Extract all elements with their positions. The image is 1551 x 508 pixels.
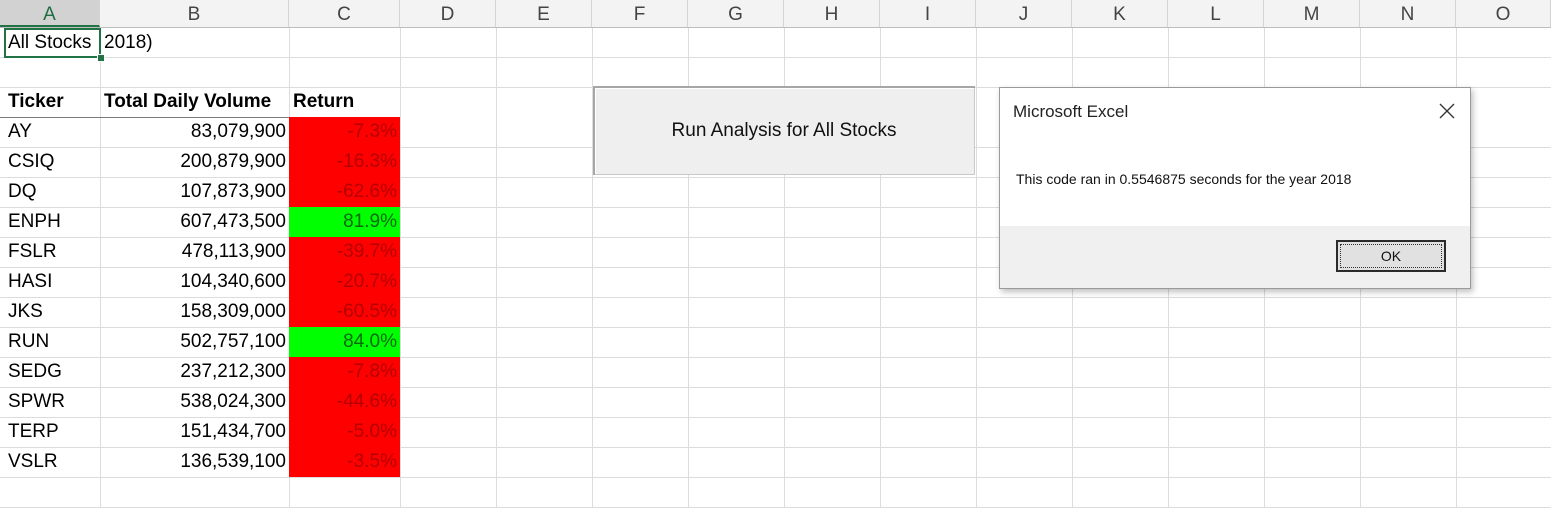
gridline-horizontal [0,57,1551,58]
column-header-e[interactable]: E [496,0,592,27]
title-cell[interactable]: All Stocks [4,28,91,58]
return-cell[interactable]: -39.7% [289,237,400,267]
gridline-horizontal [0,207,1551,208]
ticker-cell[interactable]: SPWR [8,391,65,412]
message-dialog: Microsoft Excel This code ran in 0.55468… [999,87,1471,289]
return-cell[interactable]: -7.3% [289,117,400,147]
gridline-horizontal [0,177,1551,178]
volume-cell[interactable]: 151,434,700 [180,421,286,442]
ticker-cell[interactable]: CSIQ [8,151,55,172]
column-header-f[interactable]: F [592,0,688,27]
gridline-horizontal [0,387,1551,388]
column-header-j[interactable]: J [976,0,1072,27]
gridline-vertical [784,28,785,508]
close-icon[interactable] [1432,96,1462,126]
return-cell[interactable]: -5.0% [289,417,400,447]
ticker-cell[interactable]: AY [8,121,32,142]
ticker-cell[interactable]: TERP [8,421,59,442]
gridline-vertical [400,28,401,508]
header-volume[interactable]: Total Daily Volume [104,91,272,112]
volume-cell[interactable]: 502,757,100 [180,331,286,352]
gridline-vertical [496,28,497,508]
volume-cell[interactable]: 83,079,900 [190,121,286,142]
volume-cell[interactable]: 200,879,900 [180,151,286,172]
volume-cell[interactable]: 158,309,000 [180,301,286,322]
gridline-horizontal [0,267,1551,268]
ok-focus-ring [1340,244,1442,268]
return-cell[interactable]: 84.0% [289,327,400,357]
gridline-vertical [592,28,593,508]
return-cell[interactable]: -60.5% [289,297,400,327]
title-overflow-value: 2018) [104,32,153,53]
return-cell[interactable]: -3.5% [289,447,400,477]
title-cell-text: All Stocks [8,32,92,53]
ticker-cell[interactable]: SEDG [8,361,62,382]
gridline-horizontal [0,117,400,118]
ticker-cell[interactable]: ENPH [8,211,61,232]
gridline-vertical [880,28,881,508]
gridline-horizontal [0,327,1551,328]
column-header-i[interactable]: I [880,0,976,27]
return-cell[interactable]: -7.8% [289,357,400,387]
dialog-title: Microsoft Excel [1013,102,1129,121]
column-header-h[interactable]: H [784,0,880,27]
column-header-c[interactable]: C [289,0,400,27]
ticker-cell[interactable]: VSLR [8,451,58,472]
ticker-cell[interactable]: FSLR [8,241,57,262]
gridline-vertical [100,28,101,508]
gridline-horizontal [0,237,1551,238]
volume-cell[interactable]: 107,873,900 [180,181,286,202]
volume-cell[interactable]: 538,024,300 [180,391,286,412]
gridline-horizontal [0,477,1551,478]
dialog-footer: OK [1000,226,1470,288]
volume-cell[interactable]: 136,539,100 [180,451,286,472]
column-header-b[interactable]: B [100,0,289,27]
close-icon-glyph [1439,103,1455,119]
gridline-horizontal [0,447,1551,448]
return-cell[interactable]: -62.6% [289,177,400,207]
active-cell-selection [4,28,101,58]
column-header-m[interactable]: M [1264,0,1360,27]
run-analysis-button-label: Run Analysis for All Stocks [671,119,897,141]
gridline-horizontal [0,417,1551,418]
dialog-message: This code ran in 0.5546875 seconds for t… [1016,171,1352,187]
column-header-n[interactable]: N [1360,0,1456,27]
column-header-o[interactable]: O [1456,0,1551,27]
return-cell[interactable]: -20.7% [289,267,400,297]
column-header-g[interactable]: G [688,0,784,27]
return-cell[interactable]: 81.9% [289,207,400,237]
ticker-cell[interactable]: JKS [8,301,43,322]
volume-cell[interactable]: 478,113,900 [181,241,286,262]
ticker-cell[interactable]: HASI [8,271,53,292]
volume-cell[interactable]: 237,212,300 [180,361,286,382]
gridline-horizontal [0,297,1551,298]
return-cell[interactable]: -16.3% [289,147,400,177]
volume-cell[interactable]: 104,340,600 [180,271,286,292]
return-cell[interactable]: -44.6% [289,387,400,417]
ticker-cell[interactable]: RUN [8,331,50,352]
column-header-l[interactable]: L [1168,0,1264,27]
title-overflow-text: 2018) [100,28,153,58]
header-return[interactable]: Return [293,91,355,112]
gridline-vertical [976,28,977,508]
column-header-k[interactable]: K [1072,0,1168,27]
ticker-cell[interactable]: DQ [8,181,37,202]
column-header-a[interactable]: A [0,0,100,27]
ok-button[interactable]: OK [1336,240,1446,272]
column-header-d[interactable]: D [400,0,496,27]
gridline-vertical [688,28,689,508]
ok-button-label: OK [1380,248,1402,264]
volume-cell[interactable]: 607,473,500 [180,211,286,232]
header-ticker[interactable]: Ticker [8,91,64,112]
gridline-horizontal [0,357,1551,358]
fill-handle[interactable] [97,54,105,62]
run-analysis-button[interactable]: Run Analysis for All Stocks [593,86,975,175]
